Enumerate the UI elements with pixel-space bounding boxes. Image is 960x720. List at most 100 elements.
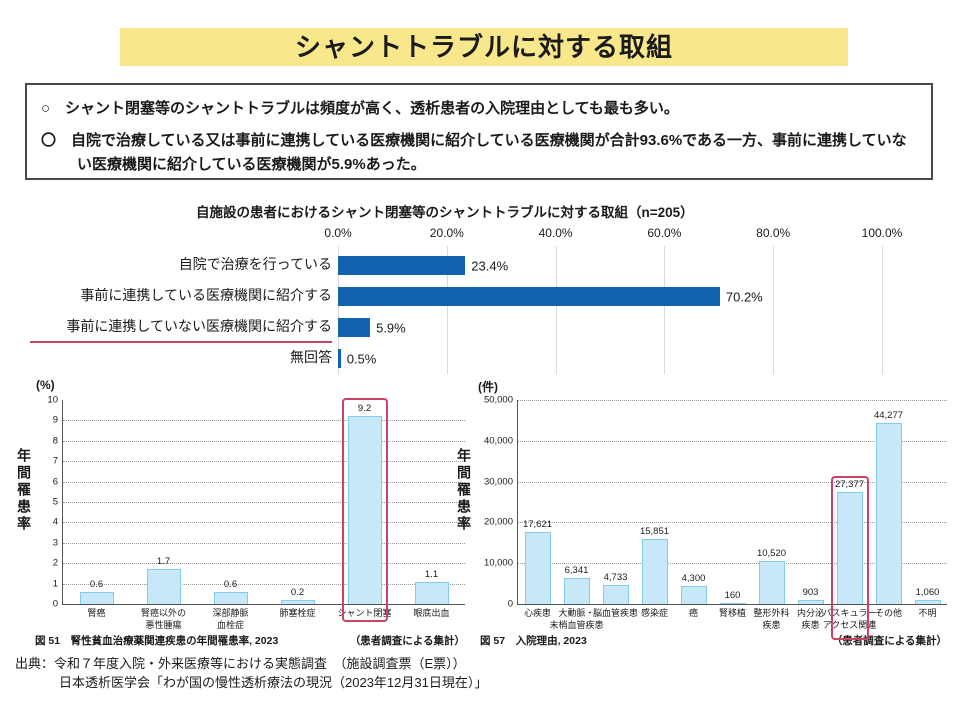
category-label-line: 内分泌 — [796, 608, 825, 618]
bar — [602, 584, 629, 604]
fig57-y-axis-label: 年間罹患率 — [456, 448, 472, 533]
y-tick-label: 2 — [52, 557, 58, 569]
category-label-line: 深部静脈 — [212, 608, 249, 618]
y-tick-label: 0 — [52, 598, 58, 610]
y-tick-label: 10,000 — [483, 557, 513, 569]
bar — [338, 256, 466, 275]
value-label: 1,060 — [915, 586, 940, 598]
bar — [347, 416, 382, 604]
category-label-line: 肺塞栓症 — [279, 608, 316, 618]
fig51-y-axis-label: 年間罹患率 — [16, 448, 32, 533]
bar — [338, 349, 341, 368]
gridline — [555, 246, 557, 374]
x-tick-label: 0.0% — [324, 226, 352, 240]
gridline — [63, 440, 465, 442]
highlight-box — [341, 398, 388, 622]
fig57-plot: 0 10,000 20,000 30,000 40,000 50,000 17,621 心疾患… — [484, 395, 947, 640]
gridline — [63, 522, 465, 524]
fig51-caption: 図 51 腎性貧血治療薬関連疾患の年間罹患率, 2023 （患者調査による集計） — [35, 633, 465, 648]
hchart-title: 自施設の患者におけるシャント閉塞等のシャントトラブルに対する取組（n=205） — [196, 205, 694, 220]
category-label: バスキュラー アクセス関連 — [822, 608, 876, 631]
bar — [414, 581, 449, 604]
value-label: 0.2 — [290, 586, 305, 598]
page-title: シャントトラブルに対する取組 — [120, 28, 848, 66]
source-line-2: 日本透析医学会「わが国の慢性透析療法の現況（2023年12月31日現在）」 — [59, 674, 488, 690]
category-label: シャント閉塞 — [337, 608, 391, 620]
value-label: 0.5% — [346, 351, 377, 366]
value-label: 15,851 — [639, 526, 670, 538]
bar — [213, 591, 248, 604]
gridline — [882, 246, 883, 374]
value-label: 17,621 — [522, 519, 553, 531]
value-label: 27,377 — [834, 479, 865, 491]
category-label-line: 心疾患 — [523, 608, 552, 618]
value-label: 4,300 — [681, 573, 706, 585]
category-label: 内分泌 疾患 — [797, 608, 824, 631]
summary-box: ○ シャント閉塞等のシャントトラブルは頻度が高く、透析患者の入院理由としても最も… — [25, 83, 933, 180]
gridline — [63, 420, 465, 422]
category-label-line: 疾患 — [801, 619, 820, 630]
summary-bullet-1: ○ シャント閉塞等のシャントトラブルは頻度が高く、透析患者の入院理由としても最も… — [41, 100, 679, 117]
category-label-line: その他 — [874, 608, 903, 618]
bar — [641, 539, 668, 604]
value-label: 9.2 — [357, 403, 372, 415]
category-label-line: 大動脈・ — [558, 608, 595, 618]
category-label-line: バスキュラー — [822, 608, 877, 618]
bar-row: 5.9% — [338, 312, 882, 343]
value-label: 6,341 — [564, 565, 589, 577]
category-label: その他 — [875, 608, 902, 620]
fig57-caption-text: 図 57 入院理由, 2023 — [480, 635, 587, 647]
value-label: 10,520 — [756, 548, 787, 560]
category-label: 事前に連携していない医療機関に紹介する — [30, 312, 332, 343]
source-line-1: 出典：令和７年度入院・外来医療等における実態調査 （施設調査票（E票）） — [15, 656, 466, 671]
bar — [719, 603, 746, 604]
category-label-line: 疾患 — [762, 619, 781, 630]
summary-bullet-2: 〇 自院で治療している又は事前に連携している医療機関に紹介している医療機関が合計… — [41, 132, 907, 173]
value-label: 44,277 — [873, 410, 904, 422]
x-tick-label: 20.0% — [429, 226, 464, 240]
bar — [797, 600, 824, 604]
category-label-line: 整形外科 — [753, 608, 790, 618]
source-note: 出典：令和７年度入院・外来医療等における実態調査 （施設調査票（E票）） 日本透… — [15, 655, 487, 693]
gridline — [518, 400, 947, 401]
category-label-line: 腎移植 — [718, 608, 747, 618]
y-tick-label: 10 — [47, 394, 58, 406]
value-label: 5.9% — [376, 320, 406, 335]
bar — [79, 591, 114, 604]
value-label: 1.1 — [424, 568, 439, 580]
category-label: 無回答 — [290, 349, 332, 365]
bar — [146, 569, 181, 604]
y-tick-label: 9 — [52, 414, 58, 426]
bar — [914, 599, 941, 604]
bar — [524, 532, 551, 604]
y-tick-label: 20,000 — [483, 516, 513, 528]
highlight-box — [830, 476, 869, 640]
category-label: 眼底出血 — [413, 608, 449, 620]
y-tick-label: 4 — [52, 516, 58, 528]
gridline — [664, 246, 666, 374]
value-label: 160 — [724, 590, 741, 601]
category-label: 整形外科 疾患 — [753, 608, 789, 631]
gridline — [338, 246, 339, 374]
fig51-plot: 0 1 2 3 4 5 6 7 8 9 10 0.6 腎癌 1.7 腎癌以外の 悪性腫瘍 0.6 深部静脈 血栓症 0… — [47, 395, 465, 630]
category-label: 腎癌 — [87, 608, 105, 620]
fig51-caption-note: （患者調査による集計） — [349, 635, 465, 647]
gridline — [518, 563, 947, 565]
gridline — [63, 542, 465, 544]
fig57-caption-note: （患者調査による集計） — [831, 635, 947, 647]
gridline — [518, 522, 947, 524]
category-label-line: 腎癌以外の — [140, 608, 187, 618]
bar — [338, 287, 720, 306]
category-label-line: 不明 — [918, 608, 937, 618]
category-label-line: シャント閉塞 — [337, 608, 392, 618]
category-label-line: 末梢血管疾患 — [549, 619, 604, 630]
category-label-line: 血栓症 — [216, 619, 245, 630]
bar — [680, 586, 707, 604]
category-label-line: アクセス関連 — [822, 619, 877, 630]
category-label: 腎癌以外の 悪性腫瘍 — [141, 608, 186, 631]
y-tick-label: 5 — [52, 496, 58, 508]
value-label: 70.2% — [725, 289, 763, 304]
category-label-line: 悪性腫瘍 — [145, 619, 182, 630]
y-tick-label: 3 — [52, 537, 58, 549]
